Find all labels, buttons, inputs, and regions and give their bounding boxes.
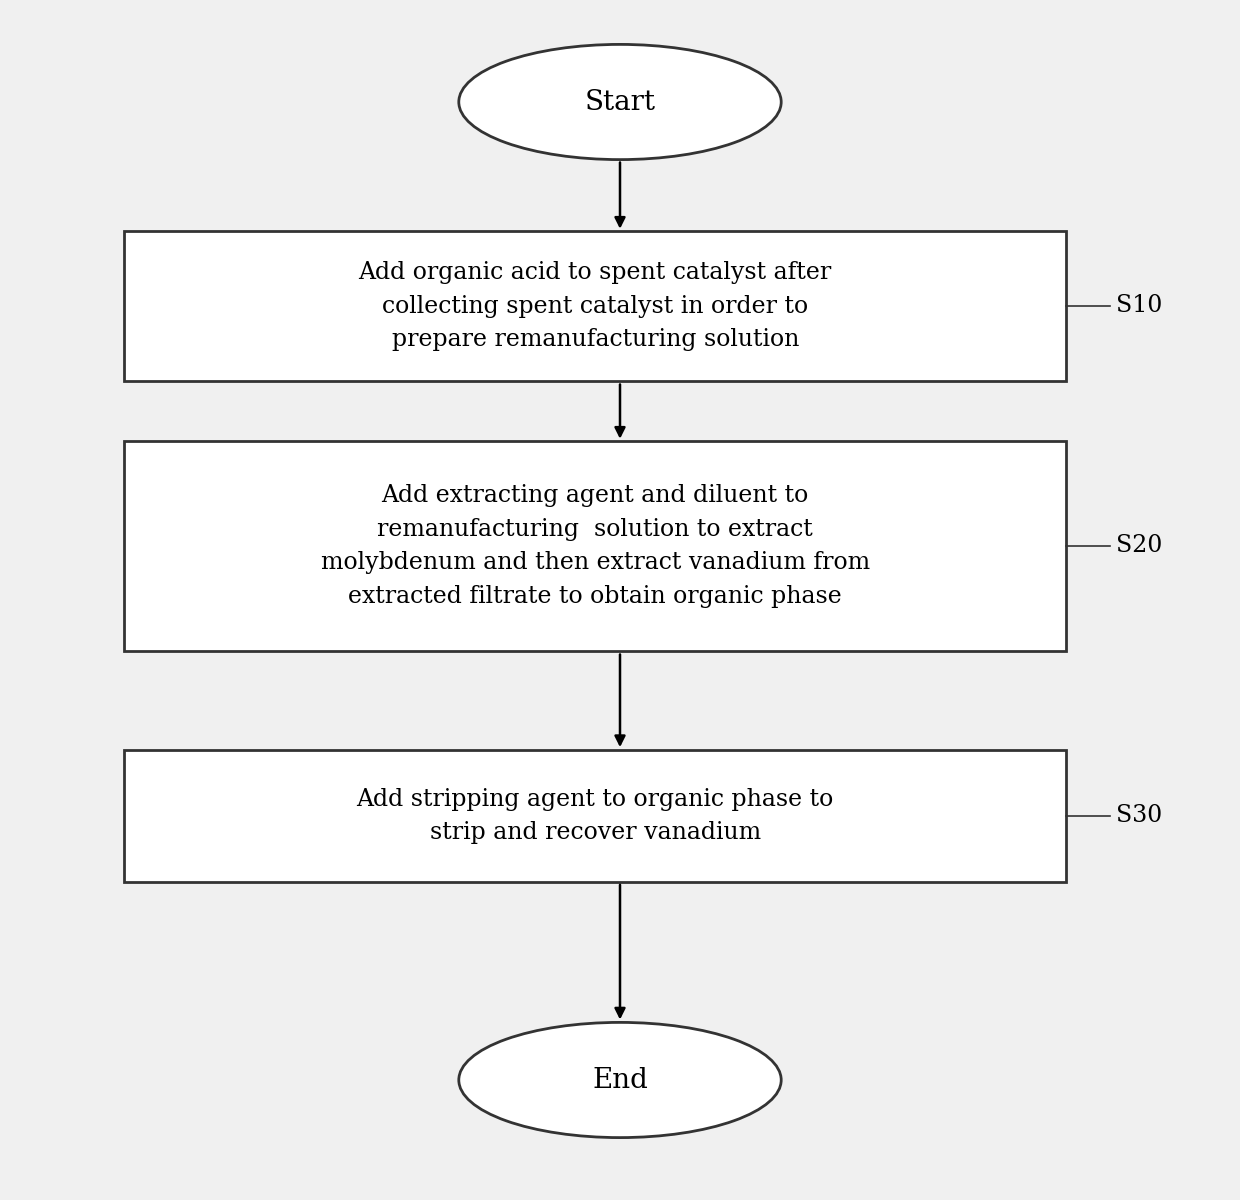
Bar (124, 440, 1066, 650)
Text: Add stripping agent to organic phase to
strip and recover vanadium: Add stripping agent to organic phase to … (357, 787, 833, 845)
Ellipse shape (459, 44, 781, 160)
Text: Add organic acid to spent catalyst after
collecting spent catalyst in order to
p: Add organic acid to spent catalyst after… (358, 260, 832, 352)
Text: Add extracting agent and diluent to
remanufacturing  solution to extract
molybde: Add extracting agent and diluent to rema… (321, 484, 869, 608)
Bar (124, 750, 1066, 882)
Text: Start: Start (584, 89, 656, 115)
Text: End: End (591, 1067, 649, 1093)
Text: S20: S20 (1116, 534, 1162, 558)
Text: S10: S10 (1116, 294, 1162, 318)
Text: S30: S30 (1116, 804, 1162, 828)
Bar (124, 230, 1066, 382)
Ellipse shape (459, 1022, 781, 1138)
